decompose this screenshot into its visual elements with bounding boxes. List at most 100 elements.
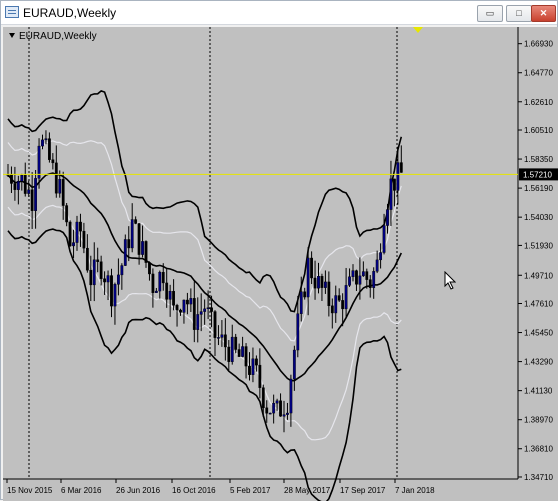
candle-body xyxy=(37,145,41,179)
candle-body xyxy=(313,277,317,289)
x-axis-tick-label: 15 Nov 2015 xyxy=(7,486,53,495)
candle-body xyxy=(386,209,389,226)
candle-body xyxy=(48,138,51,160)
candle-body xyxy=(130,219,134,249)
candle-body xyxy=(393,178,396,191)
candle-body xyxy=(299,291,303,314)
chart-canvas[interactable]: 1.66930 1.64770 1.62610 1.60510 1.58350 1.561… xyxy=(3,27,558,501)
minimize-button[interactable]: ▭ xyxy=(477,5,503,22)
x-axis-tick-label: 7 Jan 2018 xyxy=(395,486,435,495)
candle-body xyxy=(355,270,358,285)
candle-body xyxy=(182,299,186,313)
candle-body xyxy=(27,189,31,194)
candle-body xyxy=(30,189,34,211)
y-axis-tick-label: 1.58350 xyxy=(524,155,553,164)
candle-body xyxy=(75,221,79,243)
candle-body xyxy=(244,346,248,367)
candle-body xyxy=(289,378,293,414)
candle-body xyxy=(220,334,224,338)
x-axis-tick-label: 28 May 2017 xyxy=(284,486,331,495)
candle-body xyxy=(189,298,193,305)
candle-body xyxy=(365,271,369,280)
candle-body xyxy=(110,275,113,307)
candle-body xyxy=(317,276,320,289)
title-bar[interactable]: EURAUD,Weekly ▭ □ ✕ xyxy=(1,1,557,25)
candle-body xyxy=(199,311,203,315)
candle-body xyxy=(286,412,289,415)
candle-body xyxy=(258,364,262,388)
candle-body xyxy=(292,349,296,380)
candle-body xyxy=(148,262,151,275)
candle-body xyxy=(168,290,172,300)
chart-area[interactable]: 1.66930 1.64770 1.62610 1.60510 1.58350 1.561… xyxy=(3,27,558,501)
chart-shift-marker-icon[interactable] xyxy=(413,27,423,33)
y-axis-tick-label: 1.60510 xyxy=(524,126,553,135)
candle-body xyxy=(16,181,20,190)
candle-body xyxy=(41,139,44,147)
candle-body xyxy=(303,291,307,298)
y-axis-tick-label: 1.38970 xyxy=(524,416,553,425)
candle-body xyxy=(179,309,182,313)
candle-body xyxy=(172,290,175,306)
candle-body xyxy=(348,276,351,286)
candle-body xyxy=(185,299,189,305)
candle-body xyxy=(127,239,131,249)
candle-body xyxy=(234,336,238,350)
candle-body xyxy=(310,257,313,279)
candle-body xyxy=(334,295,338,314)
y-axis-tick-label: 1.49710 xyxy=(524,271,553,280)
lower-inner-band xyxy=(7,204,402,441)
window-title: EURAUD,Weekly xyxy=(23,6,117,20)
candle-body xyxy=(375,259,379,272)
candle-body xyxy=(230,336,234,362)
close-button[interactable]: ✕ xyxy=(531,5,556,22)
candle-body xyxy=(210,307,213,312)
lower-outer-band xyxy=(7,228,402,501)
candle-body xyxy=(206,307,210,310)
candle-body xyxy=(10,174,13,184)
candle-body xyxy=(368,279,372,288)
candle-body xyxy=(89,269,93,286)
candle-body xyxy=(13,183,17,190)
candle-body xyxy=(44,138,48,141)
candle-body xyxy=(213,311,217,338)
candle-body xyxy=(175,305,179,311)
candle-body xyxy=(227,346,231,362)
candle-body xyxy=(58,179,62,194)
candle-body xyxy=(330,305,334,314)
candle-body xyxy=(399,162,403,173)
candle-body xyxy=(223,334,227,348)
maximize-button[interactable]: □ xyxy=(506,5,532,22)
candle-body xyxy=(79,221,82,232)
candle-body xyxy=(151,273,155,293)
x-axis-tick-label: 6 Mar 2016 xyxy=(61,486,102,495)
candle-body xyxy=(34,178,37,211)
candle-body xyxy=(275,400,279,404)
candle-body xyxy=(134,219,138,224)
y-axis-tick-label: 1.36810 xyxy=(524,445,553,454)
candle-body xyxy=(358,275,362,285)
candle-body xyxy=(51,159,55,164)
candle-body xyxy=(382,225,386,253)
y-axis-tick-label: 1.54030 xyxy=(524,213,553,222)
candle-body xyxy=(141,241,144,255)
candle-body xyxy=(116,274,120,285)
y-axis-tick-label: 1.41130 xyxy=(524,387,553,396)
y-axis-tick-label: 1.62610 xyxy=(524,98,553,107)
x-axis-tick-label: 26 Jun 2016 xyxy=(116,486,161,495)
candle-body xyxy=(251,358,255,375)
candle-body xyxy=(99,261,103,279)
candle-body xyxy=(320,276,324,288)
candle-body xyxy=(296,313,300,351)
y-axis-tick-label: 1.64770 xyxy=(524,69,553,78)
candle-body xyxy=(85,247,89,271)
upper-outer-band xyxy=(7,89,403,313)
dropdown-triangle-icon xyxy=(9,33,15,38)
candle-body xyxy=(272,402,276,414)
y-axis-tick-label: 1.45450 xyxy=(524,329,553,338)
candle-body xyxy=(344,285,348,310)
candle-body xyxy=(54,162,58,194)
candle-body xyxy=(217,337,220,339)
candle-body xyxy=(154,290,158,293)
